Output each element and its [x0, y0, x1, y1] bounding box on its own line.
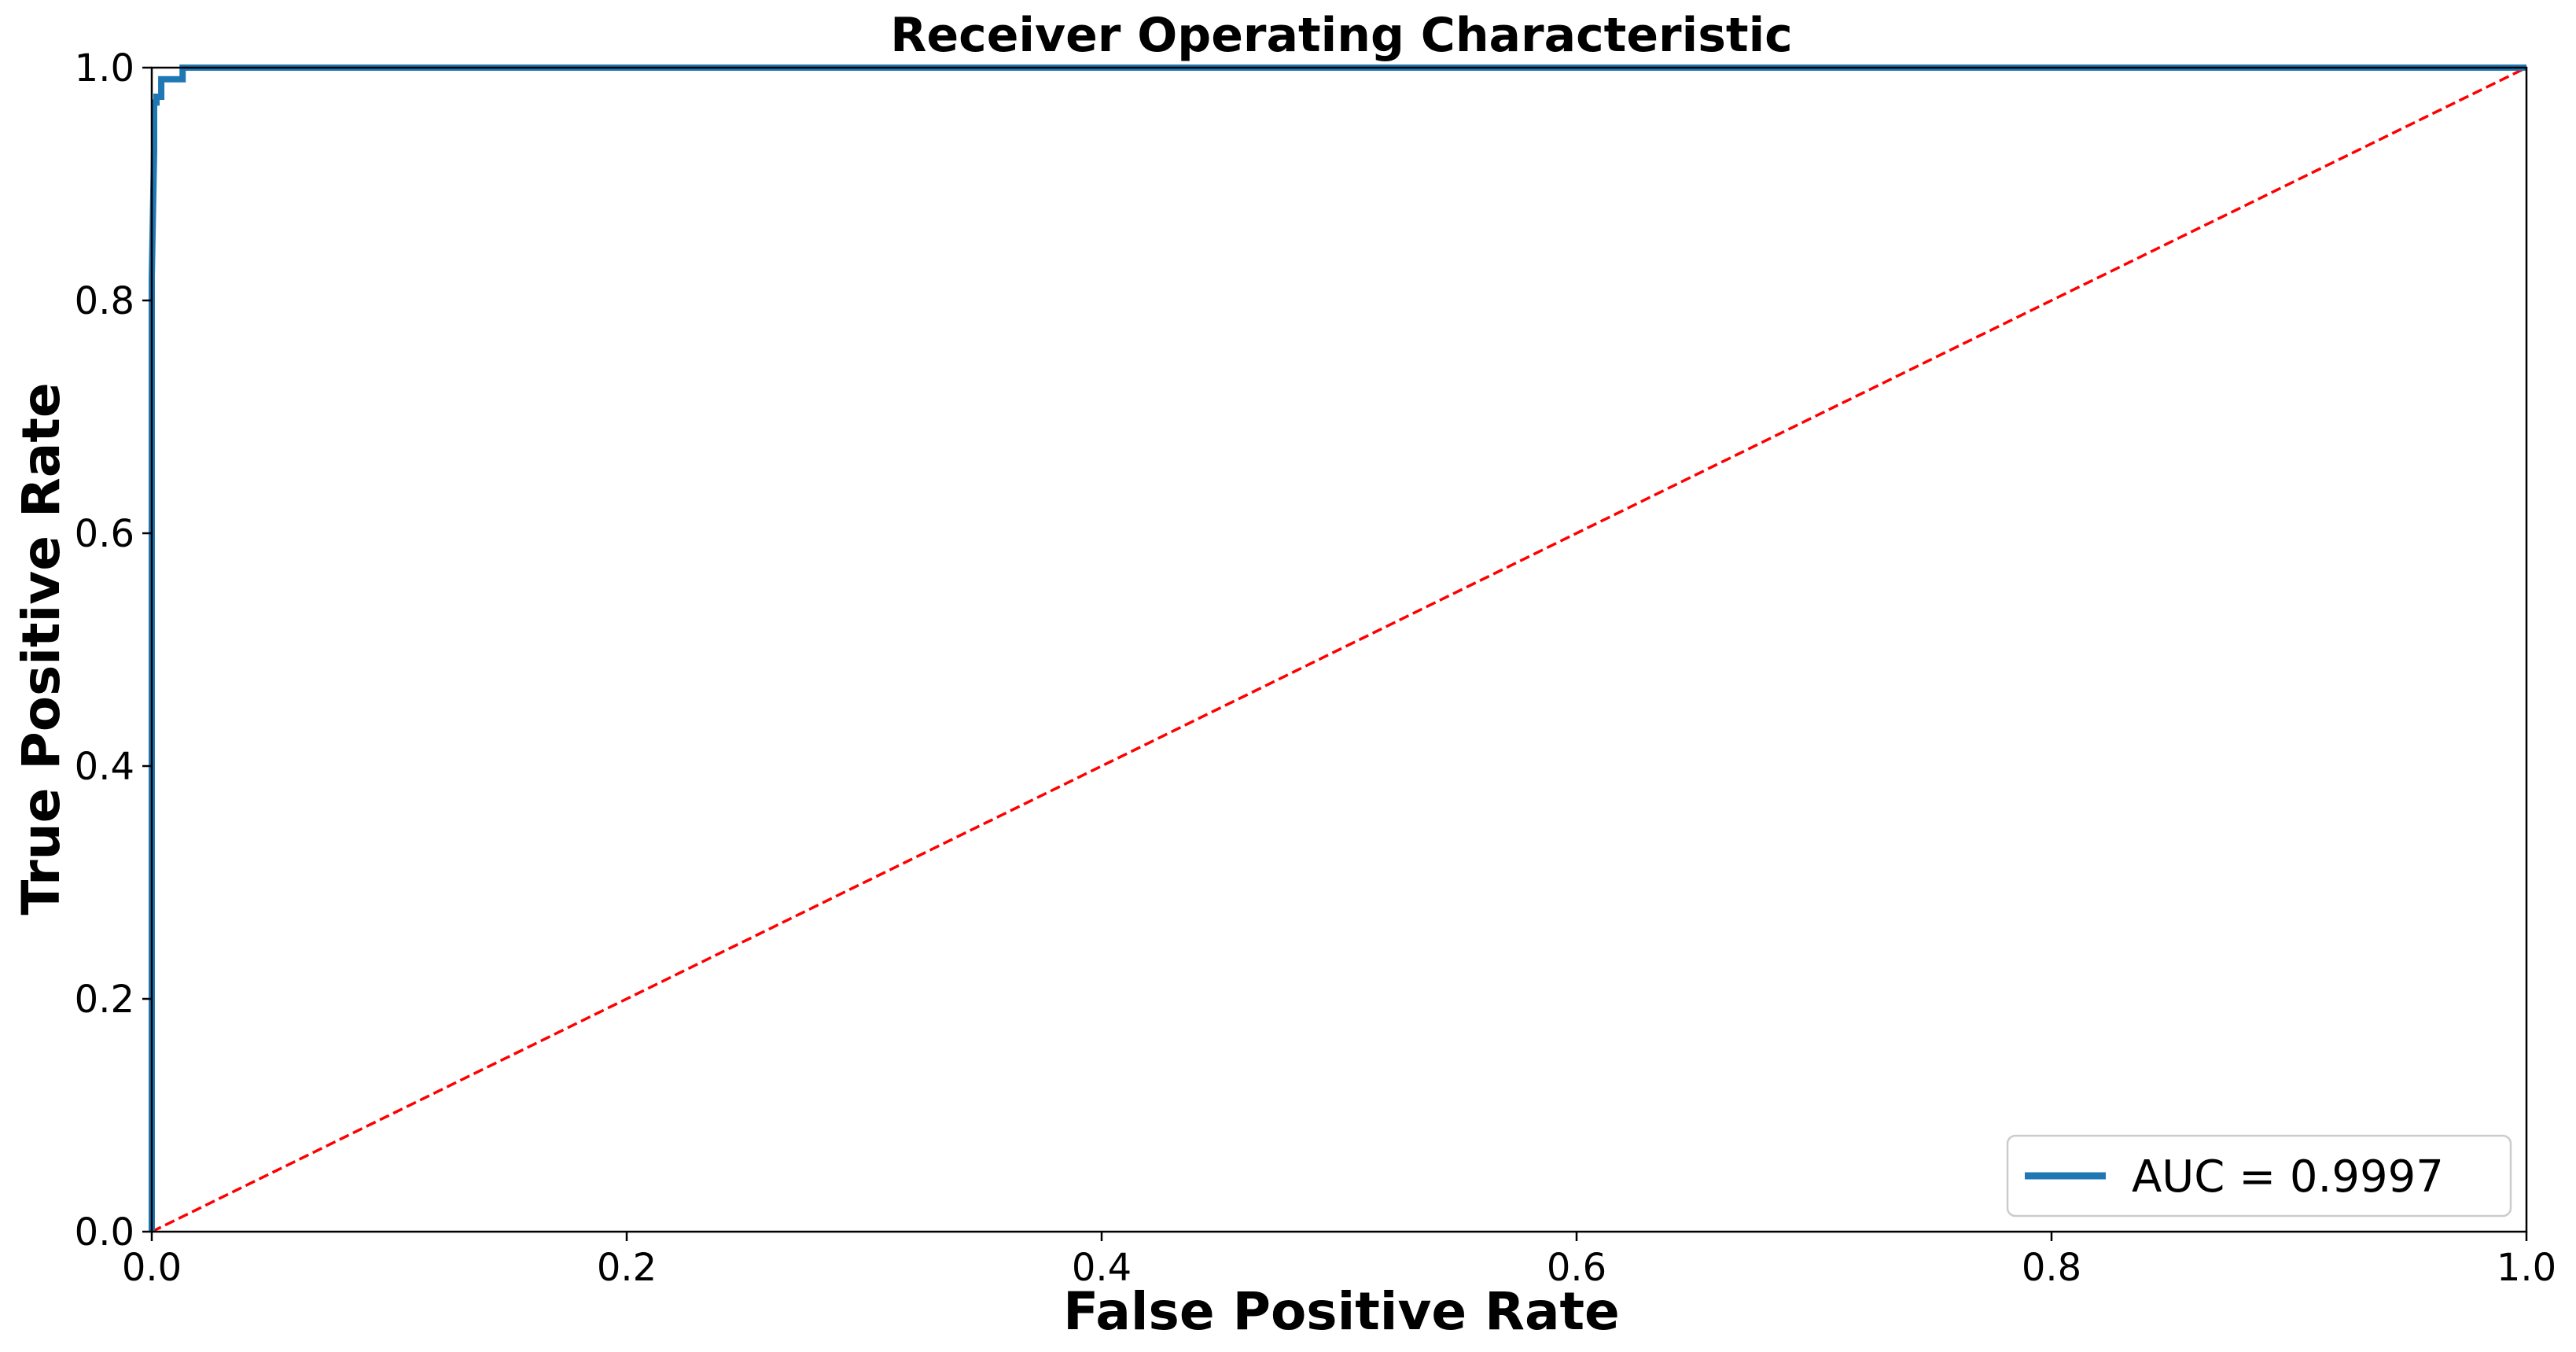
y-axis: 0.0 0.2 0.4 0.6 0.8 1.0 [75, 46, 152, 1254]
y-tick-label: 0.8 [75, 279, 134, 323]
chart-title: Receiver Operating Characteristic [890, 8, 1792, 63]
series-layer [149, 64, 2527, 1233]
roc-curve-line [149, 64, 2526, 1232]
x-tick-label: 0.4 [1072, 1246, 1132, 1290]
y-tick-label: 1.0 [75, 46, 134, 90]
y-tick-label: 0.0 [75, 1210, 134, 1254]
x-tick-label: 0.8 [2022, 1246, 2081, 1290]
x-tick-label: 0.2 [597, 1246, 657, 1290]
legend: AUC = 0.9997 [2006, 1134, 2512, 1218]
chance-diagonal-line [151, 66, 2527, 1233]
y-tick-label: 0.2 [75, 978, 134, 1022]
x-tick-label: 0.6 [1547, 1246, 1606, 1290]
legend-label: AUC = 0.9997 [2132, 1151, 2444, 1203]
y-tick-label: 0.6 [75, 512, 134, 556]
plot-frame [150, 66, 2528, 1233]
y-tick-label: 0.4 [75, 745, 134, 789]
x-axis: 0.0 0.2 0.4 0.6 0.8 1.0 [122, 1232, 2556, 1290]
x-tick-label: 1.0 [2497, 1246, 2556, 1290]
x-tick-label: 0.0 [122, 1246, 182, 1290]
x-axis-title: False Positive Rate [1063, 1281, 1620, 1342]
legend-box [2006, 1134, 2512, 1218]
y-axis-title: True Positive Rate [11, 382, 72, 915]
